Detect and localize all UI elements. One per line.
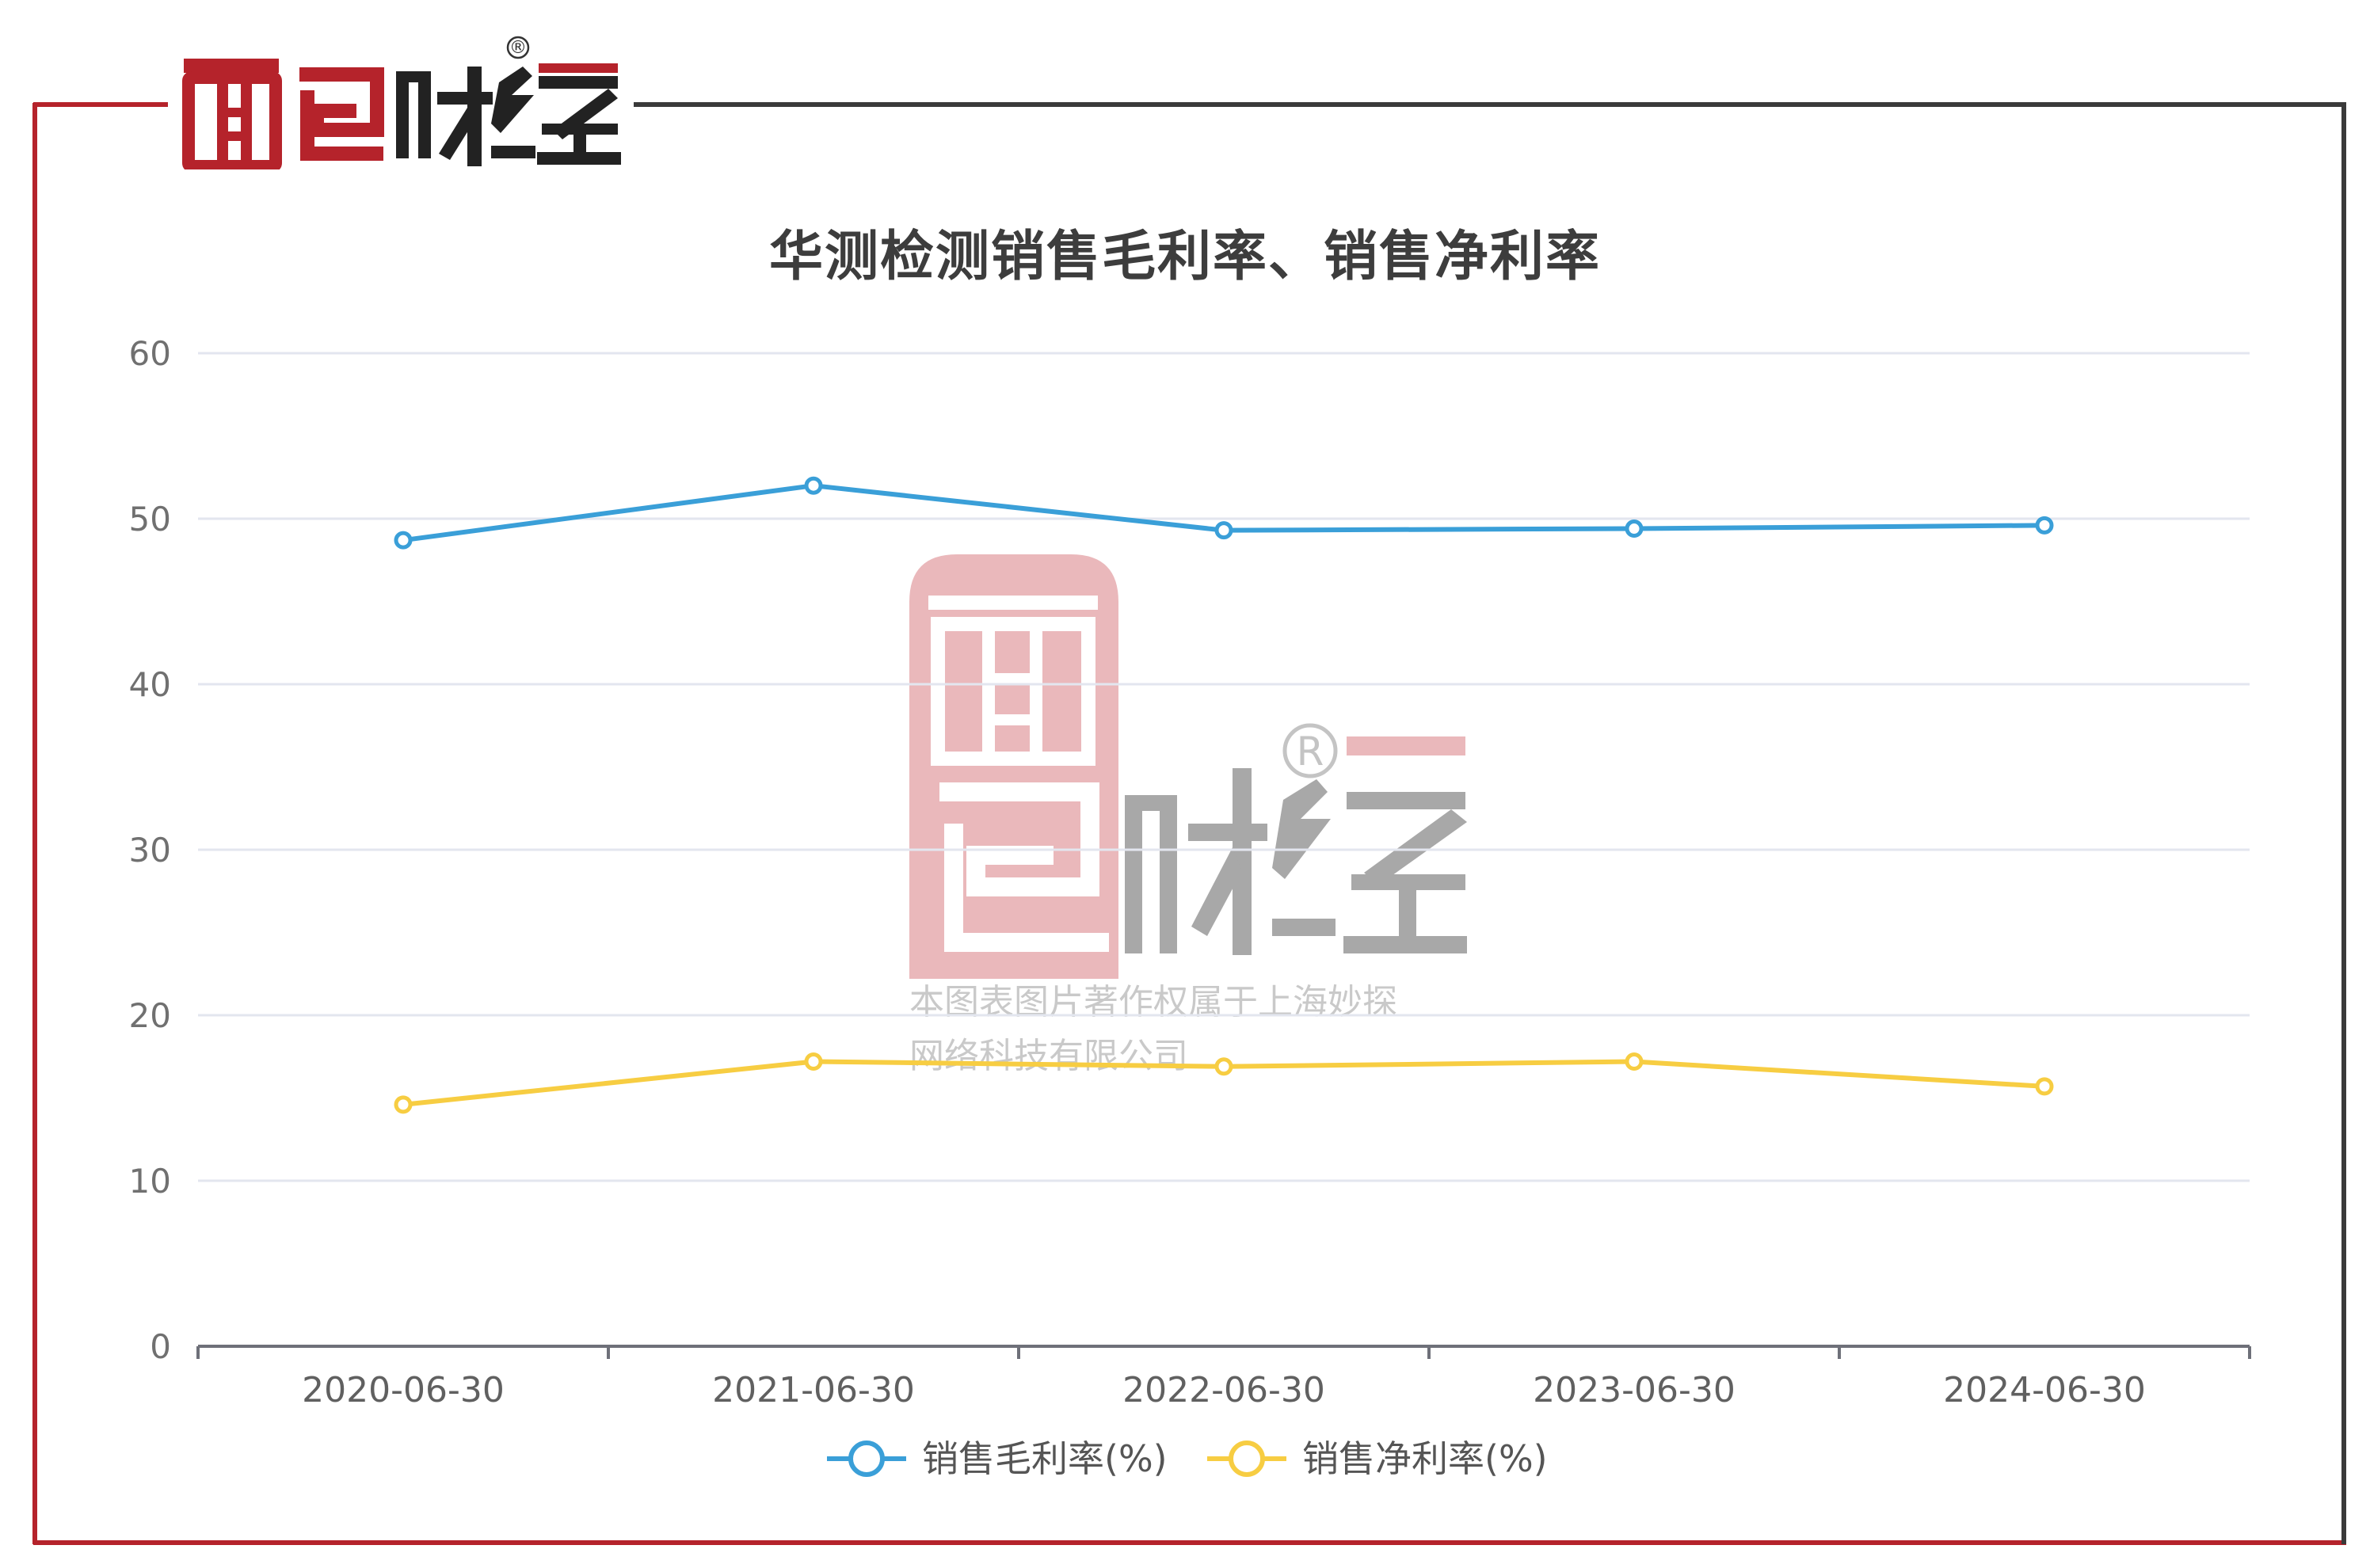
y-tick-label: 30 [129, 831, 171, 870]
registered-mark: ® [509, 38, 527, 58]
series [394, 476, 2054, 1114]
y-tick-label: 50 [129, 500, 171, 539]
watermark-logo: R [909, 554, 1467, 979]
data-point[interactable] [2035, 516, 2054, 535]
data-point[interactable] [394, 531, 413, 550]
legend-item-gross-margin[interactable]: 销售毛利率(%) [827, 1437, 1168, 1480]
logo-glyph-cai [396, 67, 493, 166]
data-point[interactable] [1214, 1057, 1233, 1076]
x-tick-label: 2023-06-30 [1533, 1370, 1736, 1410]
grid-lines [198, 352, 2250, 1182]
data-point[interactable] [2035, 1077, 2054, 1096]
legend-item-net-margin[interactable]: 销售净利率(%) [1207, 1437, 1548, 1480]
x-tick-label: 2020-06-30 [302, 1370, 505, 1410]
brand-logo: ® [181, 35, 624, 173]
legend-marker-net-margin [1229, 1441, 1265, 1477]
svg-text:R: R [1297, 729, 1324, 774]
x-axis: 2020-06-30 2021-06-30 2022-06-30 2023-06-30… [196, 1345, 2251, 1410]
brand-logo-graphic: ® [182, 36, 621, 173]
legend-label-net-margin: 销售净利率(%) [1302, 1437, 1548, 1480]
registered-mark-circle [506, 36, 530, 59]
logo-red-bar [539, 63, 618, 73]
watermark: R 本图表图片著作权属于上海妙探 网络科技有限公司 [909, 554, 1467, 1076]
logo-glyph-mian [182, 59, 282, 173]
legend-marker-gross-margin [848, 1441, 885, 1477]
watermark-line-2: 网络科技有限公司 [909, 1036, 1188, 1076]
y-tick-label: 20 [129, 996, 171, 1035]
x-tick-label: 2022-06-30 [1122, 1370, 1325, 1410]
data-point[interactable] [1625, 519, 1644, 539]
y-tick-label: 40 [129, 665, 171, 704]
data-point[interactable] [804, 1052, 823, 1071]
y-axis-ticks: 0 10 20 30 40 50 60 [129, 334, 171, 1366]
legend[interactable]: 销售毛利率(%) 销售净利率(%) [827, 1437, 1548, 1480]
data-point[interactable] [1214, 521, 1233, 540]
logo-glyph-bao [299, 67, 384, 161]
data-point[interactable] [394, 1095, 413, 1114]
logo-glyph-jing [491, 67, 621, 165]
y-tick-label: 60 [129, 334, 171, 373]
data-point[interactable] [804, 476, 823, 495]
y-tick-label: 10 [129, 1162, 171, 1201]
x-tick-label: 2024-06-30 [1943, 1370, 2146, 1410]
data-point[interactable] [1625, 1052, 1644, 1071]
x-tick-label: 2021-06-30 [712, 1370, 915, 1410]
chart-title: 华测检测销售毛利率、销售净利率 [768, 226, 1601, 288]
legend-label-gross-margin: 销售毛利率(%) [922, 1437, 1168, 1480]
y-tick-label: 0 [150, 1327, 171, 1366]
